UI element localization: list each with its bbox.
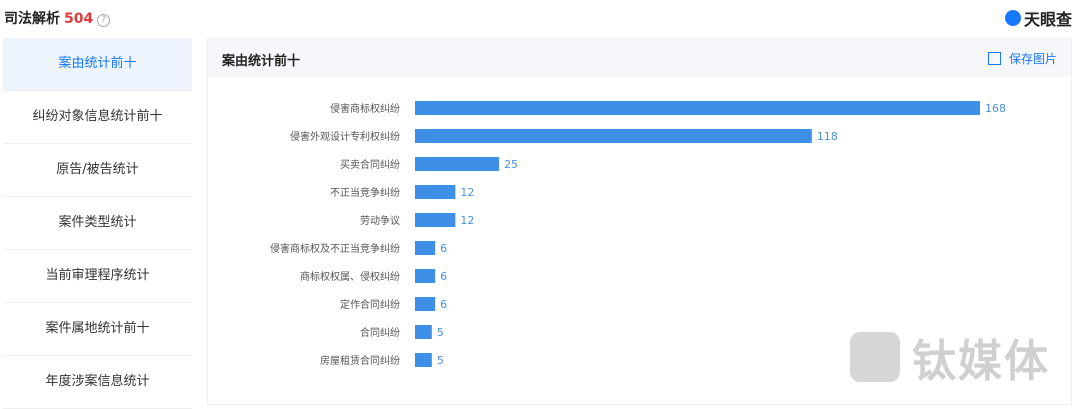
sidebar-tab[interactable]: 案件属地统计前十: [3, 303, 192, 356]
category-label: 房屋租赁合同纠纷: [320, 354, 400, 367]
value-label: 12: [460, 186, 474, 199]
category-label: 定作合同纠纷: [340, 298, 400, 311]
value-label: 6: [440, 298, 447, 311]
save-label: 保存图片: [1008, 52, 1057, 66]
sidebar: 案由统计前十 纠纷对象信息统计前十 原告/被告统计 案件类型统计 当前审理程序统计 案件属…: [3, 38, 192, 409]
bar: [415, 129, 812, 143]
category-label: 侵害商标权及不正当竞争纠纷: [270, 242, 400, 255]
category-label: 买卖合同纠纷: [340, 158, 400, 171]
value-label: 6: [440, 242, 447, 255]
category-label: 合同纠纷: [360, 326, 400, 339]
watermark-icon: [850, 332, 900, 382]
bar: [415, 269, 436, 283]
watermark: 钛媒体: [850, 325, 1050, 389]
bar: [415, 157, 500, 171]
save-icon: [987, 52, 1001, 65]
value-label: 5: [437, 326, 444, 339]
bar: [415, 241, 436, 255]
category-label: 侵害外观设计专利权纠纷: [290, 130, 400, 143]
sidebar-tab[interactable]: 纠纷对象信息统计前十: [3, 91, 192, 144]
value-label: 6: [440, 270, 447, 283]
logo-text: 天眼查: [1023, 10, 1072, 29]
bar: [415, 325, 432, 339]
sidebar-tab[interactable]: 年度涉案信息统计: [3, 356, 192, 409]
value-label: 168: [985, 102, 1006, 115]
logo-icon: [1004, 10, 1021, 26]
header: 司法解析 504? 天眼查: [0, 0, 1080, 34]
value-label: 118: [817, 130, 838, 143]
category-label: 侵害商标权纠纷: [330, 102, 400, 115]
panel-header: 案由统计前十 保存图片: [208, 39, 1071, 77]
logo: 天眼查: [1004, 6, 1072, 30]
value-label: 12: [460, 214, 474, 227]
bar: [415, 101, 980, 115]
sidebar-tab[interactable]: 当前审理程序统计: [3, 250, 192, 303]
bar: [415, 185, 456, 199]
save-button[interactable]: 保存图片: [987, 50, 1057, 67]
count: 504: [64, 11, 94, 27]
bar: [415, 297, 436, 311]
category-label: 劳动争议: [360, 214, 400, 227]
category-label: 不正当竞争纠纷: [330, 186, 400, 199]
sidebar-tab[interactable]: 案件类型统计: [3, 197, 192, 250]
title-text: 司法解析: [4, 11, 60, 27]
category-label: 商标权权属、侵权纠纷: [300, 270, 400, 283]
help-icon[interactable]: ?: [97, 14, 111, 27]
sidebar-tab[interactable]: 案由统计前十: [3, 38, 192, 91]
bar: [415, 353, 432, 367]
value-label: 5: [437, 354, 444, 367]
panel: 案由统计前十 保存图片: [207, 38, 1072, 405]
section-title: 司法解析 504?: [4, 8, 111, 28]
value-label: 25: [504, 158, 518, 171]
sidebar-tab[interactable]: 原告/被告统计: [3, 144, 192, 197]
bar: [415, 213, 456, 227]
panel-title: 案由统计前十: [222, 54, 301, 69]
watermark-text: 钛媒体: [912, 336, 1050, 387]
